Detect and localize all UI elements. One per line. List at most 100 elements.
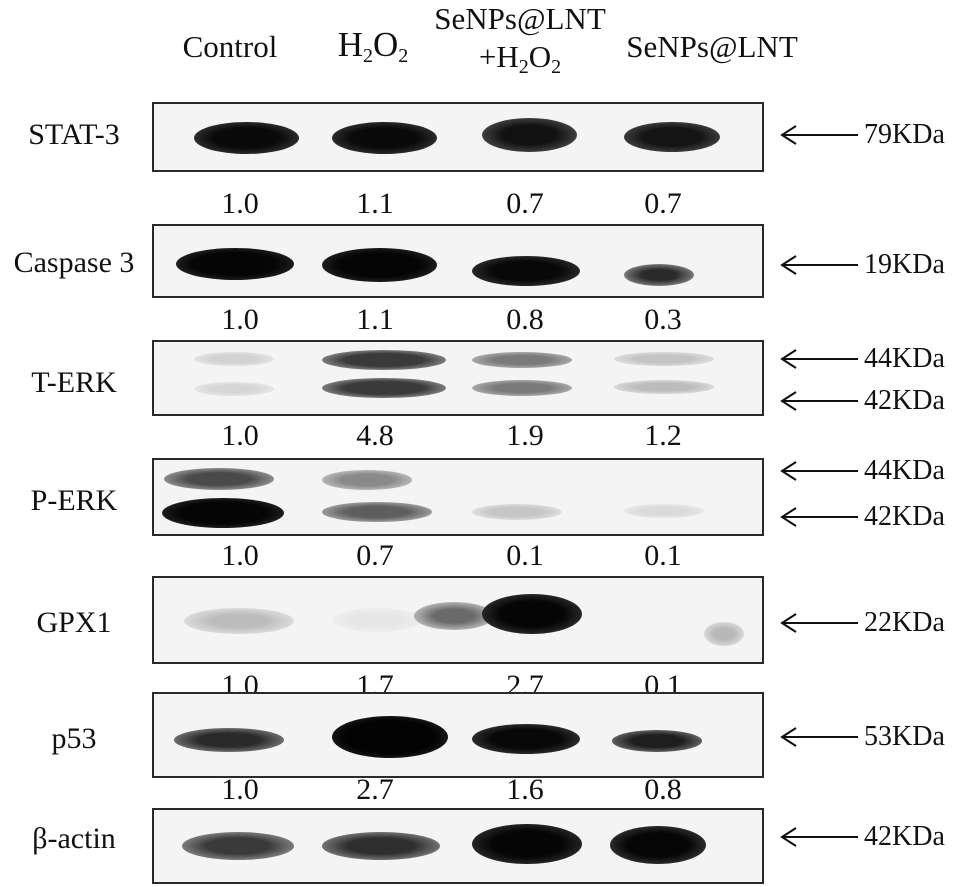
marker-perk-44: 44KDa: [778, 456, 978, 486]
value-p53-senps: 0.8: [644, 773, 682, 806]
column-header-senps: SeNPs@LNT: [626, 29, 798, 64]
band: [704, 622, 744, 646]
marker-caspase3: 19KDa: [778, 250, 978, 280]
left-arrow-icon: [780, 391, 858, 411]
marker-label: 42KDa: [864, 385, 945, 416]
marker-label: 22KDa: [864, 607, 945, 638]
value-caspase3-combo: 0.8: [506, 303, 544, 336]
band: [614, 380, 714, 394]
value-p53-control: 1.0: [221, 773, 259, 806]
band: [414, 602, 494, 630]
left-arrow-icon: [780, 507, 858, 527]
marker-label: 53KDa: [864, 721, 945, 752]
value-terk-h2o2: 4.8: [356, 419, 394, 452]
left-arrow-icon: [780, 255, 858, 275]
left-arrow-icon: [780, 125, 858, 145]
band: [624, 264, 694, 286]
row-label-p53: p53: [51, 722, 97, 755]
marker-terk-42: 42KDa: [778, 386, 978, 416]
band: [194, 382, 274, 396]
value-perk-senps: 0.1: [644, 539, 682, 572]
blot-p53: [152, 692, 764, 778]
blot-caspase3: [152, 224, 764, 298]
marker-label: 44KDa: [864, 455, 945, 486]
column-header-h2o2: H2O2: [337, 25, 409, 67]
blot-stat3: [152, 102, 764, 172]
value-stat3-control: 1.0: [221, 187, 259, 220]
marker-label: 42KDa: [864, 501, 945, 532]
marker-terk-44: 44KDa: [778, 344, 978, 374]
band: [332, 122, 437, 154]
row-label-stat3: STAT-3: [28, 118, 120, 151]
band: [624, 504, 704, 518]
row-label-perk: P-ERK: [30, 484, 118, 517]
band: [612, 730, 702, 752]
value-perk-combo: 0.1: [506, 539, 544, 572]
band: [322, 248, 437, 282]
band: [194, 352, 274, 366]
column-header-control: Control: [182, 29, 278, 64]
blot-beta-actin: [152, 808, 764, 884]
band: [322, 502, 432, 522]
band: [182, 832, 294, 860]
blot-perk: [152, 458, 764, 536]
band: [164, 468, 274, 490]
marker-p53: 53KDa: [778, 722, 978, 752]
band: [332, 716, 448, 758]
blot-gpx1: [152, 576, 764, 664]
row-label-caspase3: Caspase 3: [13, 246, 135, 279]
row-label-gpx1: GPX1: [36, 606, 112, 639]
band: [322, 378, 446, 398]
marker-stat3: 79KDa: [778, 120, 978, 150]
value-stat3-combo: 0.7: [506, 187, 544, 220]
band: [472, 724, 580, 754]
band: [610, 826, 706, 864]
marker-perk-42: 42KDa: [778, 502, 978, 532]
band: [482, 594, 582, 634]
left-arrow-icon: [780, 727, 858, 747]
band: [194, 122, 299, 154]
band: [322, 832, 440, 860]
band: [614, 352, 714, 366]
band: [322, 470, 412, 490]
marker-beta-actin: 42KDa: [778, 822, 978, 852]
column-header-senps-h2o2-line2: +H2O2: [478, 39, 562, 79]
left-arrow-icon: [780, 461, 858, 481]
band: [176, 248, 294, 280]
marker-gpx1: 22KDa: [778, 608, 978, 638]
row-label-terk: T-ERK: [31, 366, 117, 399]
value-stat3-h2o2: 1.1: [356, 187, 394, 220]
band: [472, 256, 580, 286]
value-p53-combo: 1.6: [506, 773, 544, 806]
column-header-senps-h2o2-line1: SeNPs@LNT: [434, 1, 606, 36]
value-terk-control: 1.0: [221, 419, 259, 452]
band: [472, 380, 572, 396]
band: [174, 728, 284, 752]
blot-terk: [152, 340, 764, 416]
column-header-senps-h2o2: SeNPs@LNT +H2O2: [430, 2, 610, 84]
band: [332, 608, 422, 632]
band: [162, 498, 284, 528]
value-caspase3-h2o2: 1.1: [356, 303, 394, 336]
left-arrow-icon: [780, 349, 858, 369]
left-arrow-icon: [780, 613, 858, 633]
band: [482, 118, 577, 152]
value-p53-h2o2: 2.7: [356, 773, 394, 806]
marker-label: 42KDa: [864, 821, 945, 852]
value-stat3-senps: 0.7: [644, 187, 682, 220]
row-label-beta-actin: β-actin: [32, 822, 116, 855]
band: [472, 504, 562, 520]
value-caspase3-senps: 0.3: [644, 303, 682, 336]
band: [184, 608, 294, 634]
value-terk-senps: 1.2: [644, 419, 682, 452]
band: [472, 824, 582, 864]
value-terk-combo: 1.9: [506, 419, 544, 452]
band: [322, 350, 446, 370]
marker-label: 44KDa: [864, 343, 945, 374]
marker-label: 19KDa: [864, 249, 945, 280]
marker-label: 79KDa: [864, 119, 945, 150]
value-perk-control: 1.0: [221, 539, 259, 572]
band: [472, 352, 572, 368]
band: [624, 122, 720, 152]
left-arrow-icon: [780, 827, 858, 847]
